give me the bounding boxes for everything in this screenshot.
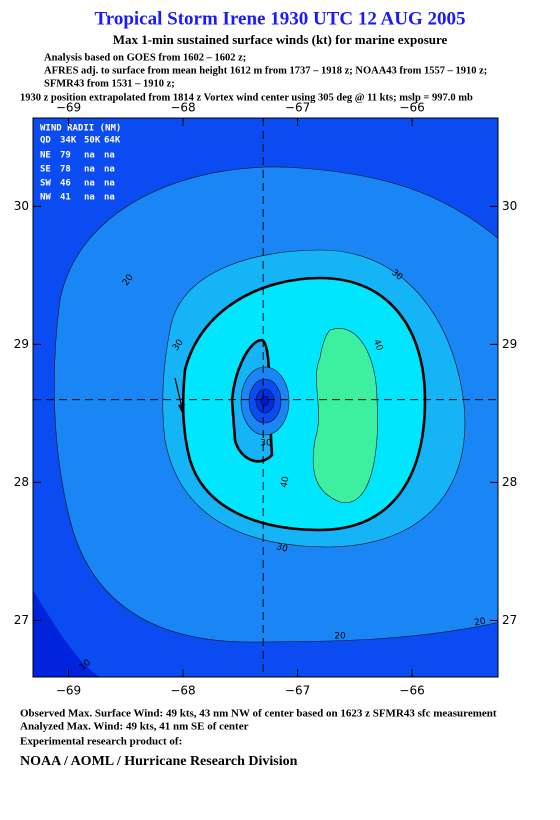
wind-radii-cell: SW (40, 179, 51, 189)
y-tick-label: 27 (502, 613, 517, 627)
contour-label: 20 (334, 632, 346, 642)
field-lt10 (33, 590, 100, 677)
wind-radii-cell: na (104, 193, 115, 203)
wind-radii-cell: 78 (60, 165, 71, 175)
wind-radii-header: 64K (104, 136, 121, 146)
wind-field (33, 118, 498, 677)
wind-radii-cell: 79 (60, 151, 71, 161)
contour-label: 30 (260, 439, 272, 449)
contour-label: 40 (280, 475, 292, 488)
contour-label: 40 (371, 338, 384, 352)
vortex-core (260, 395, 270, 407)
x-tick-label: −68 (170, 101, 195, 115)
center-crosshair (33, 118, 498, 677)
organization: NOAA / AOML / Hurricane Research Divisio… (20, 754, 298, 769)
analysis-line: Analysis based on GOES from 1602 – 1602 … (44, 52, 246, 63)
x-tick-label: −69 (56, 684, 81, 698)
x-tick-label: −67 (285, 101, 310, 115)
wind-radii-cell: 46 (60, 179, 71, 189)
x-tick-label: −69 (56, 101, 81, 115)
wind-radii-cell: na (84, 193, 95, 203)
footer-line: Observed Max. Surface Wind: 49 kts, 43 n… (20, 708, 497, 720)
wind-radii-cell: 41 (60, 193, 71, 203)
wind-radii-cell: NW (40, 193, 51, 203)
plot-frame (32, 117, 499, 678)
wind-radii-cell: na (84, 179, 95, 189)
y-tick-label: 29 (14, 337, 29, 351)
title: Tropical Storm Irene 1930 UTC 12 AUG 200… (94, 8, 465, 29)
analysis-line: 1930 z position extrapolated from 1814 z… (20, 92, 473, 103)
y-tick-label: 30 (502, 199, 517, 213)
wind-radii-title: WIND RADII (NM) (40, 124, 121, 134)
y-tick-label: 28 (502, 475, 517, 489)
x-tick-label: −67 (285, 684, 310, 698)
wind-radii-header: 34K (60, 136, 77, 146)
footer-line: Analyzed Max. Wind: 49 kts, 41 nm SE of … (20, 721, 249, 733)
wind-radii-cell: na (104, 151, 115, 161)
wind-radii-cell: na (84, 151, 95, 161)
subtitle: Max 1-min sustained surface winds (kt) f… (113, 32, 448, 47)
motion-arrow (174, 377, 183, 409)
x-tick-label: −68 (170, 684, 195, 698)
field-34kt (181, 276, 427, 532)
y-tick-label: 29 (502, 337, 517, 351)
wind-radii-cell: SE (40, 165, 51, 175)
y-tick-label: 27 (14, 613, 29, 627)
y-tick-label: 28 (14, 475, 29, 489)
wind-radii-cell: na (104, 179, 115, 189)
contour-label: 20 (474, 617, 487, 629)
wind-radii-cell: na (104, 165, 115, 175)
footer-line: Experimental research product of: (20, 736, 182, 748)
wind-radii-header: 50K (84, 136, 101, 146)
arrow-head (178, 404, 185, 413)
wind-radii-header: QD (40, 136, 51, 146)
wind-radii-cell: na (84, 165, 95, 175)
x-tick-label: −66 (399, 684, 424, 698)
analysis-line: AFRES adj. to surface from mean height 1… (44, 65, 487, 76)
field-40 (312, 328, 378, 503)
analysis-line: SFMR43 from 1531 – 1910 z; (44, 78, 175, 89)
y-tick-label: 30 (14, 199, 29, 213)
wind-radii-cell: NE (40, 151, 51, 161)
x-tick-label: −66 (399, 101, 424, 115)
contour-label: 30 (275, 542, 289, 555)
